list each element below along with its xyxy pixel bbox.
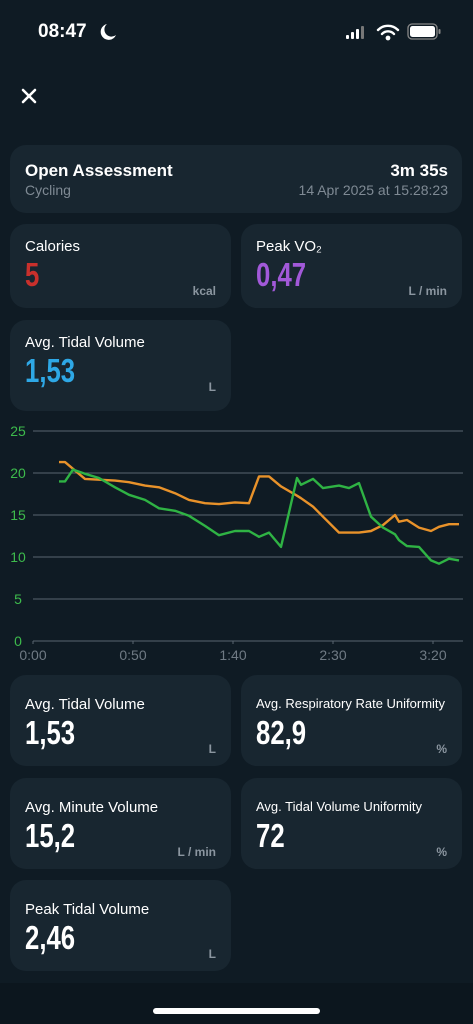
metric-label: Calories (25, 238, 81, 255)
metric-card: Peak VO₂ 0,47 L / min (241, 224, 462, 308)
y-tick-label: 0 (14, 633, 22, 649)
metric-value: 1,53 (25, 352, 76, 389)
x-tick-label: 2:30 (319, 647, 346, 663)
data-line (59, 468, 460, 565)
metric-label: Peak VO₂ (256, 238, 322, 255)
metric-value: 2,46 (25, 919, 76, 956)
y-tick-label: 20 (10, 465, 26, 481)
x-tick-label: 1:40 (219, 647, 246, 663)
metric-unit: L / min (408, 284, 447, 298)
status-icons (21, 23, 441, 104)
metric-value: 72 (256, 817, 285, 854)
metric-value: 5 (25, 256, 40, 293)
metric-value: 0,47 (256, 256, 307, 293)
clock: 08:47 (38, 21, 87, 42)
metric-card: Avg. Minute Volume 15,2 L / min (10, 778, 231, 869)
duration: 3m 35s (390, 161, 448, 180)
close-button[interactable] (21, 88, 37, 104)
battery-tip (438, 29, 441, 34)
metric-unit: L (208, 380, 216, 394)
metric-unit: L (208, 742, 216, 756)
metric-card: Avg. Tidal Volume 1,53 L (10, 675, 231, 766)
x-tick-label: 0:00 (19, 647, 46, 663)
title: Open Assessment (25, 161, 173, 180)
metric-value: 1,53 (25, 714, 76, 751)
y-tick-label: 5 (14, 591, 22, 607)
metric-card: Avg. Tidal Volume 1,53 L (10, 320, 231, 411)
date: 14 Apr 2025 at 15:28:23 (298, 182, 448, 198)
x-tick-label: 3:20 (419, 647, 446, 663)
metric-card: Avg. Respiratory Rate Uniformity 82,9% (241, 675, 462, 766)
data-line (59, 460, 459, 534)
subtitle: Cycling (25, 182, 71, 198)
header-card: Open Assessment Cycling 3m 35s 14 Apr 20… (10, 145, 462, 213)
metric-label: Avg. Tidal Volume (25, 696, 145, 713)
metric-card: Avg. Tidal Volume Uniformity 72% (241, 778, 462, 869)
battery-level (410, 26, 435, 37)
y-tick-label: 25 (10, 423, 26, 439)
metric-label: Avg. Respiratory Rate Uniformity (256, 696, 446, 711)
y-tick-label: 10 (10, 549, 26, 565)
metric-value: 82,9 (256, 714, 307, 751)
metric-unit: L (208, 947, 216, 961)
signal-icon (346, 26, 364, 39)
metric-label: Avg. Tidal Volume (25, 334, 145, 351)
wifi-icon (376, 24, 400, 41)
metric-card: Peak Tidal Volume 2,46 L (10, 880, 231, 971)
metric-unit: % (436, 845, 447, 859)
metric-label: Peak Tidal Volume (25, 901, 150, 918)
metric-unit: L / min (177, 845, 216, 859)
metric-unit: kcal (192, 284, 216, 298)
metric-value: 15,2 (25, 817, 76, 854)
x-tick-label: 0:50 (119, 647, 146, 663)
bottom-bar (0, 983, 473, 1024)
y-tick-label: 15 (10, 507, 26, 523)
metric-label: Avg. Minute Volume (25, 799, 159, 816)
metric-unit: % (436, 742, 447, 756)
moon-icon (100, 24, 116, 40)
home-indicator (153, 1008, 320, 1014)
metric-card: Calories 5 kcal (10, 224, 231, 308)
metric-label: Avg. Tidal Volume Uniformity (256, 799, 422, 814)
battery-icon (407, 23, 438, 40)
chart: 0 5 10 15 20 25 0:00 0:50 1:40 2:30 3:20 (10, 423, 463, 663)
